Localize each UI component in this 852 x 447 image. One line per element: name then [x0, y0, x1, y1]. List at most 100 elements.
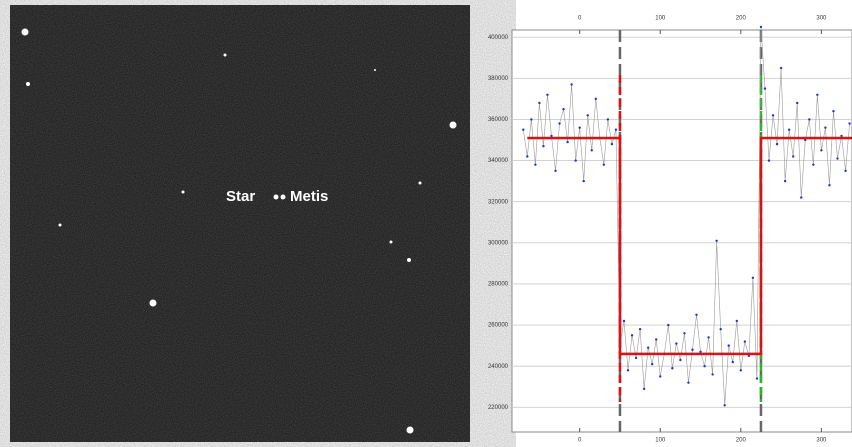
data-point	[751, 276, 755, 279]
data-point	[582, 179, 585, 183]
y-tick-label: 300000	[488, 240, 509, 246]
data-point	[622, 319, 626, 323]
data-point	[763, 87, 767, 90]
x-tick-label-top: 100	[655, 16, 666, 22]
data-point	[538, 101, 541, 105]
data-point	[650, 362, 654, 366]
data-point	[747, 354, 751, 358]
y-tick-label: 260000	[488, 323, 509, 329]
data-point	[687, 381, 690, 384]
data-point	[812, 163, 815, 166]
x-tick-label-bottom: 100	[655, 438, 666, 444]
data-point	[783, 179, 787, 183]
plot-area	[511, 29, 852, 433]
data-point	[562, 107, 565, 111]
data-point	[574, 159, 577, 162]
x-tick-label-bottom: 200	[736, 438, 747, 444]
data-point	[848, 122, 851, 125]
data-point	[759, 25, 763, 29]
data-point	[844, 169, 847, 173]
data-point	[642, 387, 646, 391]
data-point	[715, 239, 718, 242]
y-tick-label: 220000	[488, 405, 509, 411]
data-point	[542, 144, 545, 148]
data-point	[626, 369, 630, 372]
data-point	[558, 122, 561, 125]
data-point	[707, 336, 710, 339]
data-point	[586, 114, 589, 117]
data-point	[695, 313, 698, 316]
data-point	[550, 134, 553, 138]
data-point	[755, 377, 759, 380]
x-tick-label-bottom: 300	[816, 438, 827, 444]
data-point	[828, 184, 831, 187]
data-point	[800, 196, 803, 199]
data-point	[655, 338, 658, 341]
data-point	[638, 327, 642, 331]
data-point	[703, 364, 706, 368]
data-point	[771, 114, 775, 117]
y-tick-label: 400000	[488, 35, 509, 41]
data-point	[735, 319, 738, 323]
data-point	[699, 350, 702, 354]
y-tick-label: 360000	[488, 117, 509, 123]
data-point	[739, 369, 743, 372]
data-point	[723, 404, 726, 407]
data-point	[824, 126, 827, 129]
data-point	[743, 340, 747, 343]
data-point	[767, 159, 771, 162]
y-tick-label: 280000	[488, 282, 509, 288]
data-point	[522, 128, 525, 131]
data-point	[691, 348, 694, 351]
data-point	[719, 327, 722, 331]
x-tick-label-top: 200	[736, 16, 747, 22]
data-point	[578, 126, 581, 129]
data-point	[840, 134, 843, 138]
data-point	[804, 138, 807, 142]
data-point	[590, 149, 593, 152]
y-tick-label: 240000	[488, 364, 509, 370]
data-point	[671, 367, 674, 370]
x-tick-label-top: 300	[816, 16, 827, 22]
data-point	[796, 101, 799, 105]
data-point	[820, 149, 823, 152]
data-point	[808, 118, 811, 121]
data-point	[787, 128, 791, 131]
data-point	[816, 93, 819, 96]
data-point	[534, 163, 537, 166]
data-point	[659, 375, 662, 378]
y-tick-label: 380000	[488, 76, 509, 82]
star-field: Star Metis	[10, 5, 470, 442]
data-point	[646, 346, 650, 349]
data-point	[727, 344, 730, 347]
data-point	[546, 93, 549, 96]
y-tick-label: 340000	[488, 158, 509, 164]
x-tick-label-bottom: 0	[578, 438, 582, 444]
data-point	[602, 163, 606, 166]
data-point	[634, 356, 638, 360]
data-point	[791, 155, 795, 158]
data-point	[526, 155, 529, 158]
star-label: Star	[226, 188, 255, 205]
fit-line	[527, 136, 852, 356]
data-point	[570, 83, 573, 86]
data-point	[836, 157, 839, 160]
data-point	[566, 140, 569, 144]
data-point	[606, 118, 610, 121]
data-point	[594, 97, 597, 101]
data-point	[614, 128, 618, 131]
data-point	[530, 118, 533, 121]
data-point	[731, 360, 734, 364]
data-point	[667, 323, 670, 327]
data-point	[610, 142, 614, 146]
data-point	[679, 358, 682, 362]
series-line	[522, 26, 850, 406]
x-tick-label-top: 0	[578, 16, 582, 22]
data-point	[675, 342, 678, 345]
data-point	[554, 169, 557, 173]
object-label: Metis	[290, 188, 328, 205]
data-point	[630, 334, 634, 337]
data-point	[711, 373, 714, 376]
